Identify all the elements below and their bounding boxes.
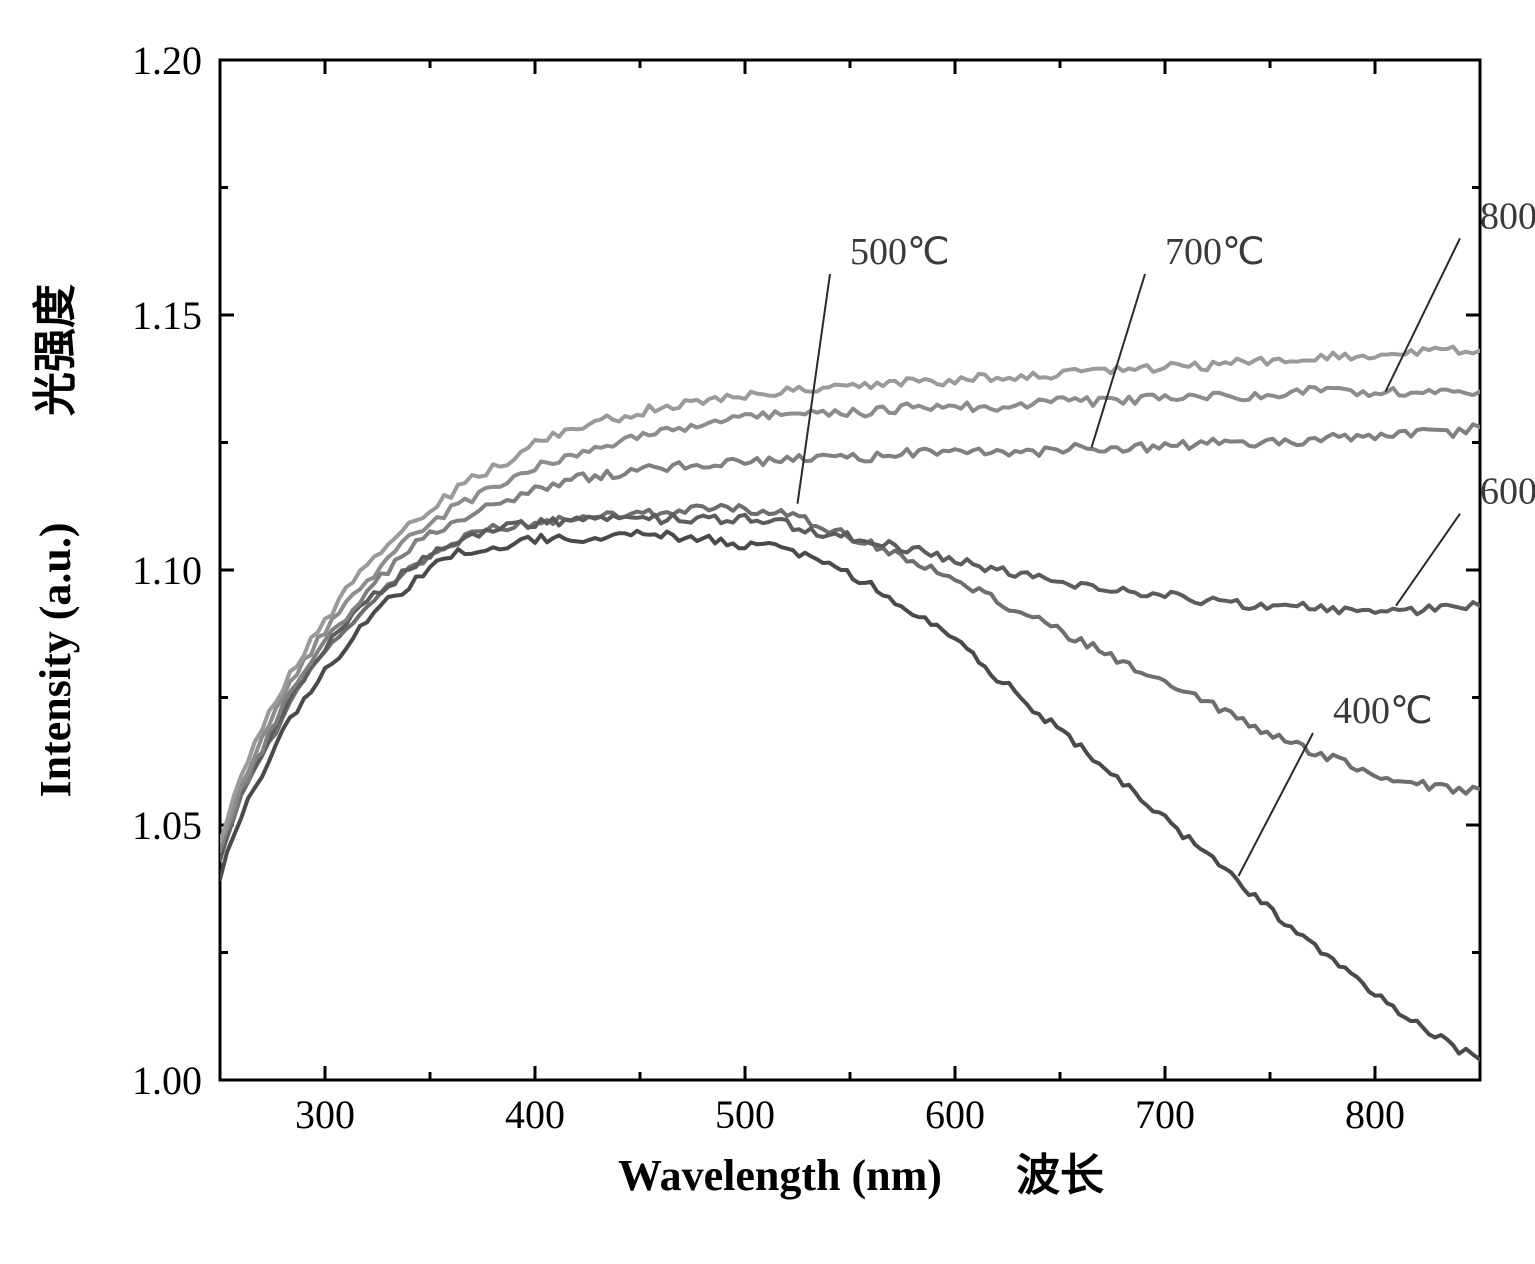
series-annotation: 400℃ bbox=[1333, 690, 1433, 732]
y-tick-label: 1.10 bbox=[132, 548, 202, 593]
chart-container: 300 400 500 600 700 800 1.00 1.05 1.10 1.15 1.20 50… bbox=[0, 0, 1535, 1264]
x-tick-label: 400 bbox=[505, 1092, 565, 1137]
series-annotation: 500℃ bbox=[850, 231, 950, 273]
y-axis-label-cjk: 光强度 bbox=[31, 284, 80, 416]
x-tick-label: 300 bbox=[295, 1092, 355, 1137]
x-tick-label: 600 bbox=[925, 1092, 985, 1137]
y-tick-label: 1.20 bbox=[132, 38, 202, 83]
x-tick-label: 800 bbox=[1345, 1092, 1405, 1137]
series-annotation: 600℃ bbox=[1480, 471, 1535, 513]
y-tick-label: 1.00 bbox=[132, 1058, 202, 1103]
intensity-vs-wavelength-chart: 300 400 500 600 700 800 1.00 1.05 1.10 1.15 1.20 50… bbox=[0, 0, 1535, 1264]
x-tick-label: 700 bbox=[1135, 1092, 1195, 1137]
x-axis-label: Wavelength (nm) bbox=[618, 1151, 942, 1200]
x-tick-label: 500 bbox=[715, 1092, 775, 1137]
x-axis-label-cjk: 波长 bbox=[1016, 1151, 1104, 1200]
series-annotation: 800℃ bbox=[1480, 195, 1535, 237]
y-tick-label: 1.05 bbox=[132, 803, 202, 848]
y-axis-label: Intensity (a.u.) bbox=[31, 522, 80, 797]
series-annotation: 700℃ bbox=[1165, 231, 1265, 273]
y-tick-label: 1.15 bbox=[132, 293, 202, 338]
